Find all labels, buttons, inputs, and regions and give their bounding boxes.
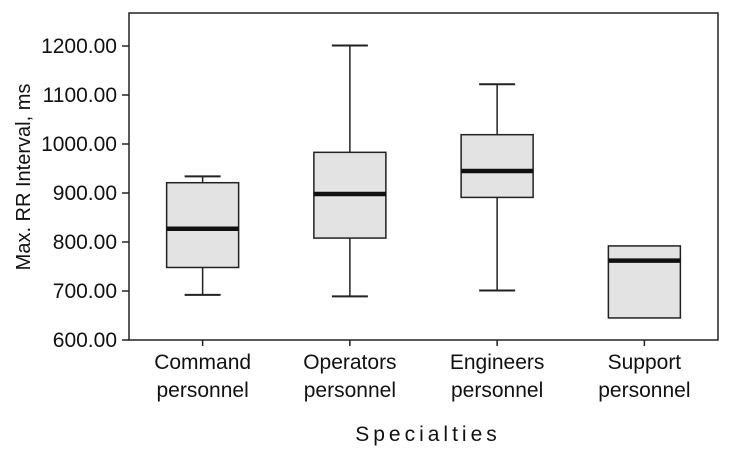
- y-tick-label: 700.00: [53, 280, 117, 303]
- y-tick-label: 1000.00: [41, 133, 117, 156]
- x-tick-label: personnel: [304, 379, 396, 402]
- y-axis-title: Max. RR Interval, ms: [13, 84, 35, 271]
- x-tick-label: personnel: [451, 379, 543, 402]
- box-series: [165, 44, 682, 319]
- x-tick-label: Engineers: [450, 351, 545, 374]
- y-tick-label: 900.00: [53, 182, 117, 205]
- box-support: [607, 245, 682, 319]
- x-tick-label: Command: [154, 351, 251, 374]
- y-axis: 600.00 700.00 800.00 900.00 1000.00 1100.00 12…: [41, 35, 129, 352]
- x-tick-label: personnel: [598, 379, 690, 402]
- x-tick-label: Support: [608, 351, 682, 374]
- box-engineers: [460, 83, 534, 292]
- x-axis-title: Specialties: [355, 423, 501, 446]
- x-axis-labels: Command personnel Operators personnel Engine…: [154, 340, 690, 402]
- x-tick-label: Operators: [303, 351, 396, 374]
- iqr-box: [460, 133, 534, 199]
- y-tick-label: 1100.00: [43, 84, 117, 107]
- y-tick-label: 1200.00: [41, 35, 117, 58]
- iqr-box: [165, 181, 240, 269]
- box-command: [165, 175, 240, 296]
- box-operators: [313, 44, 387, 298]
- y-tick-label: 600.00: [53, 329, 117, 352]
- plot-frame: [128, 12, 719, 341]
- y-tick-label: 800.00: [53, 231, 117, 254]
- iqr-box: [607, 245, 682, 319]
- x-tick-label: personnel: [157, 379, 249, 402]
